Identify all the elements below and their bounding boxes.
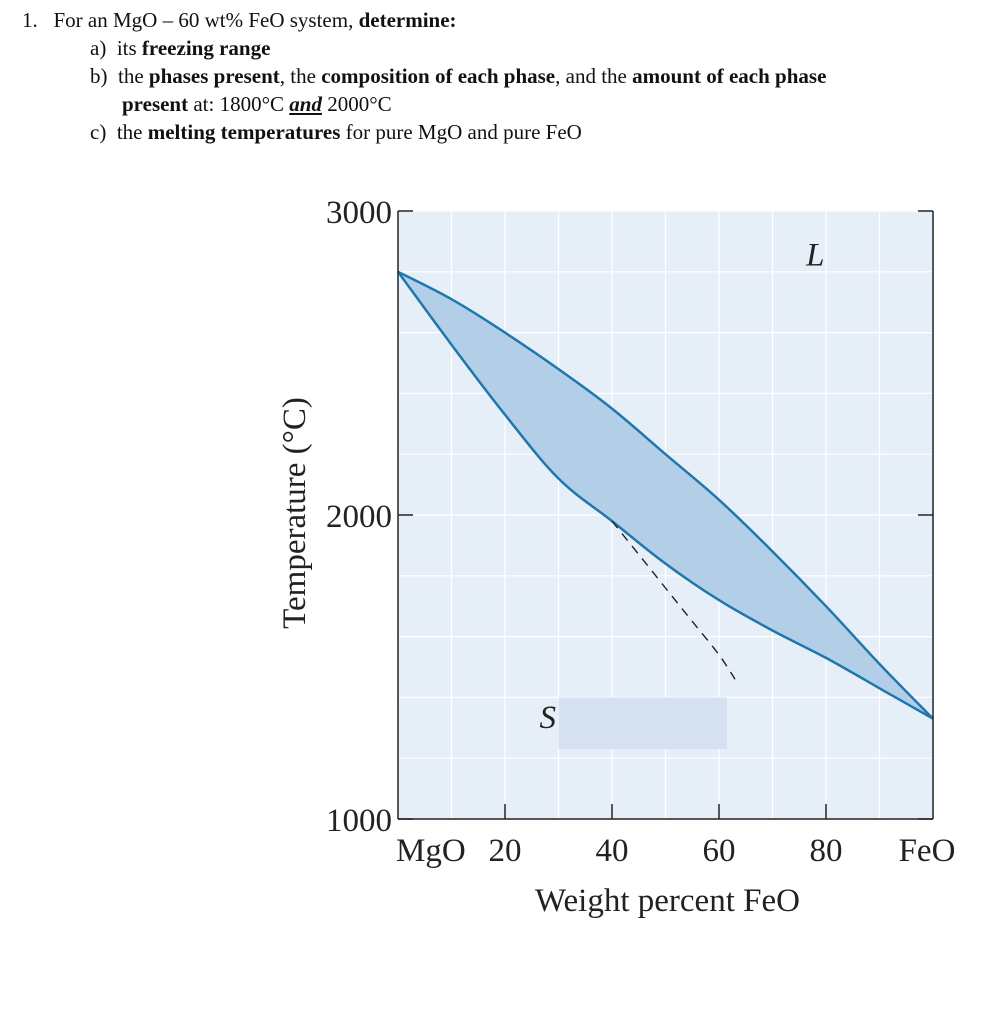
part-b-bold-3: amount of each phase bbox=[632, 64, 827, 88]
part-c-plain-post: for pure MgO and pure FeO bbox=[345, 120, 582, 144]
part-a-bold: freezing range bbox=[141, 36, 271, 60]
x-tick-label: 40 bbox=[596, 833, 629, 869]
question-intro: 1. For an MgO – 60 wt% FeO system, deter… bbox=[22, 6, 457, 34]
x-tick-label: 80 bbox=[810, 833, 843, 869]
x-tick-label: FeO bbox=[899, 833, 956, 869]
part-c-bold: melting temperatures bbox=[147, 120, 341, 144]
y-tick-label: 2000 bbox=[326, 499, 392, 535]
y-tick-label: 3000 bbox=[326, 195, 392, 231]
question-intro-bold: determine: bbox=[358, 8, 457, 32]
question-number: 1. bbox=[22, 8, 38, 32]
dashed-line bbox=[611, 520, 736, 680]
part-b-and: and bbox=[289, 92, 322, 116]
part-c-plain-pre: the bbox=[116, 120, 143, 144]
x-tick-label: 20 bbox=[489, 833, 522, 869]
part-c-label: c) bbox=[90, 120, 107, 144]
part-b-bold-1: phases present bbox=[148, 64, 280, 88]
x-tick-label: 60 bbox=[703, 833, 736, 869]
question-part-c: c) the melting temperatures for pure MgO… bbox=[90, 118, 582, 146]
part-b-text-4: at: 1800°C bbox=[188, 92, 290, 116]
solidus-line bbox=[396, 271, 934, 720]
liquidus-line bbox=[397, 270, 934, 720]
x-axis-title: Weight percent FeO bbox=[535, 883, 800, 919]
part-a-plain: its bbox=[116, 36, 137, 60]
part-b-text-2: , the bbox=[279, 64, 316, 88]
part-b-bold-2: composition of each phase bbox=[321, 64, 556, 88]
question-part-a: a) its freezing range bbox=[90, 34, 270, 62]
region-label-solid: S bbox=[540, 700, 557, 736]
part-b-text-1: the bbox=[118, 64, 144, 88]
y-tick-label: 1000 bbox=[326, 803, 392, 839]
part-b-label: b) bbox=[90, 64, 108, 88]
part-a-label: a) bbox=[90, 36, 107, 60]
part-b-text-5: 2000°C bbox=[321, 92, 392, 116]
label-box bbox=[558, 697, 728, 750]
part-b-bold-4: present bbox=[122, 92, 189, 116]
region-label-liquid: L bbox=[805, 238, 824, 274]
x-tick-label: MgO bbox=[396, 833, 466, 869]
y-axis-title: Temperature (°C) bbox=[277, 397, 313, 629]
two-phase-region bbox=[398, 271, 933, 719]
part-b-text-3: , and the bbox=[555, 64, 627, 88]
question-part-b: b) the phases present, the composition o… bbox=[90, 62, 826, 90]
question-part-b-cont: present at: 1800°C and 2000°C bbox=[122, 90, 392, 118]
question-intro-plain: For an MgO – 60 wt% FeO system, bbox=[53, 8, 354, 32]
